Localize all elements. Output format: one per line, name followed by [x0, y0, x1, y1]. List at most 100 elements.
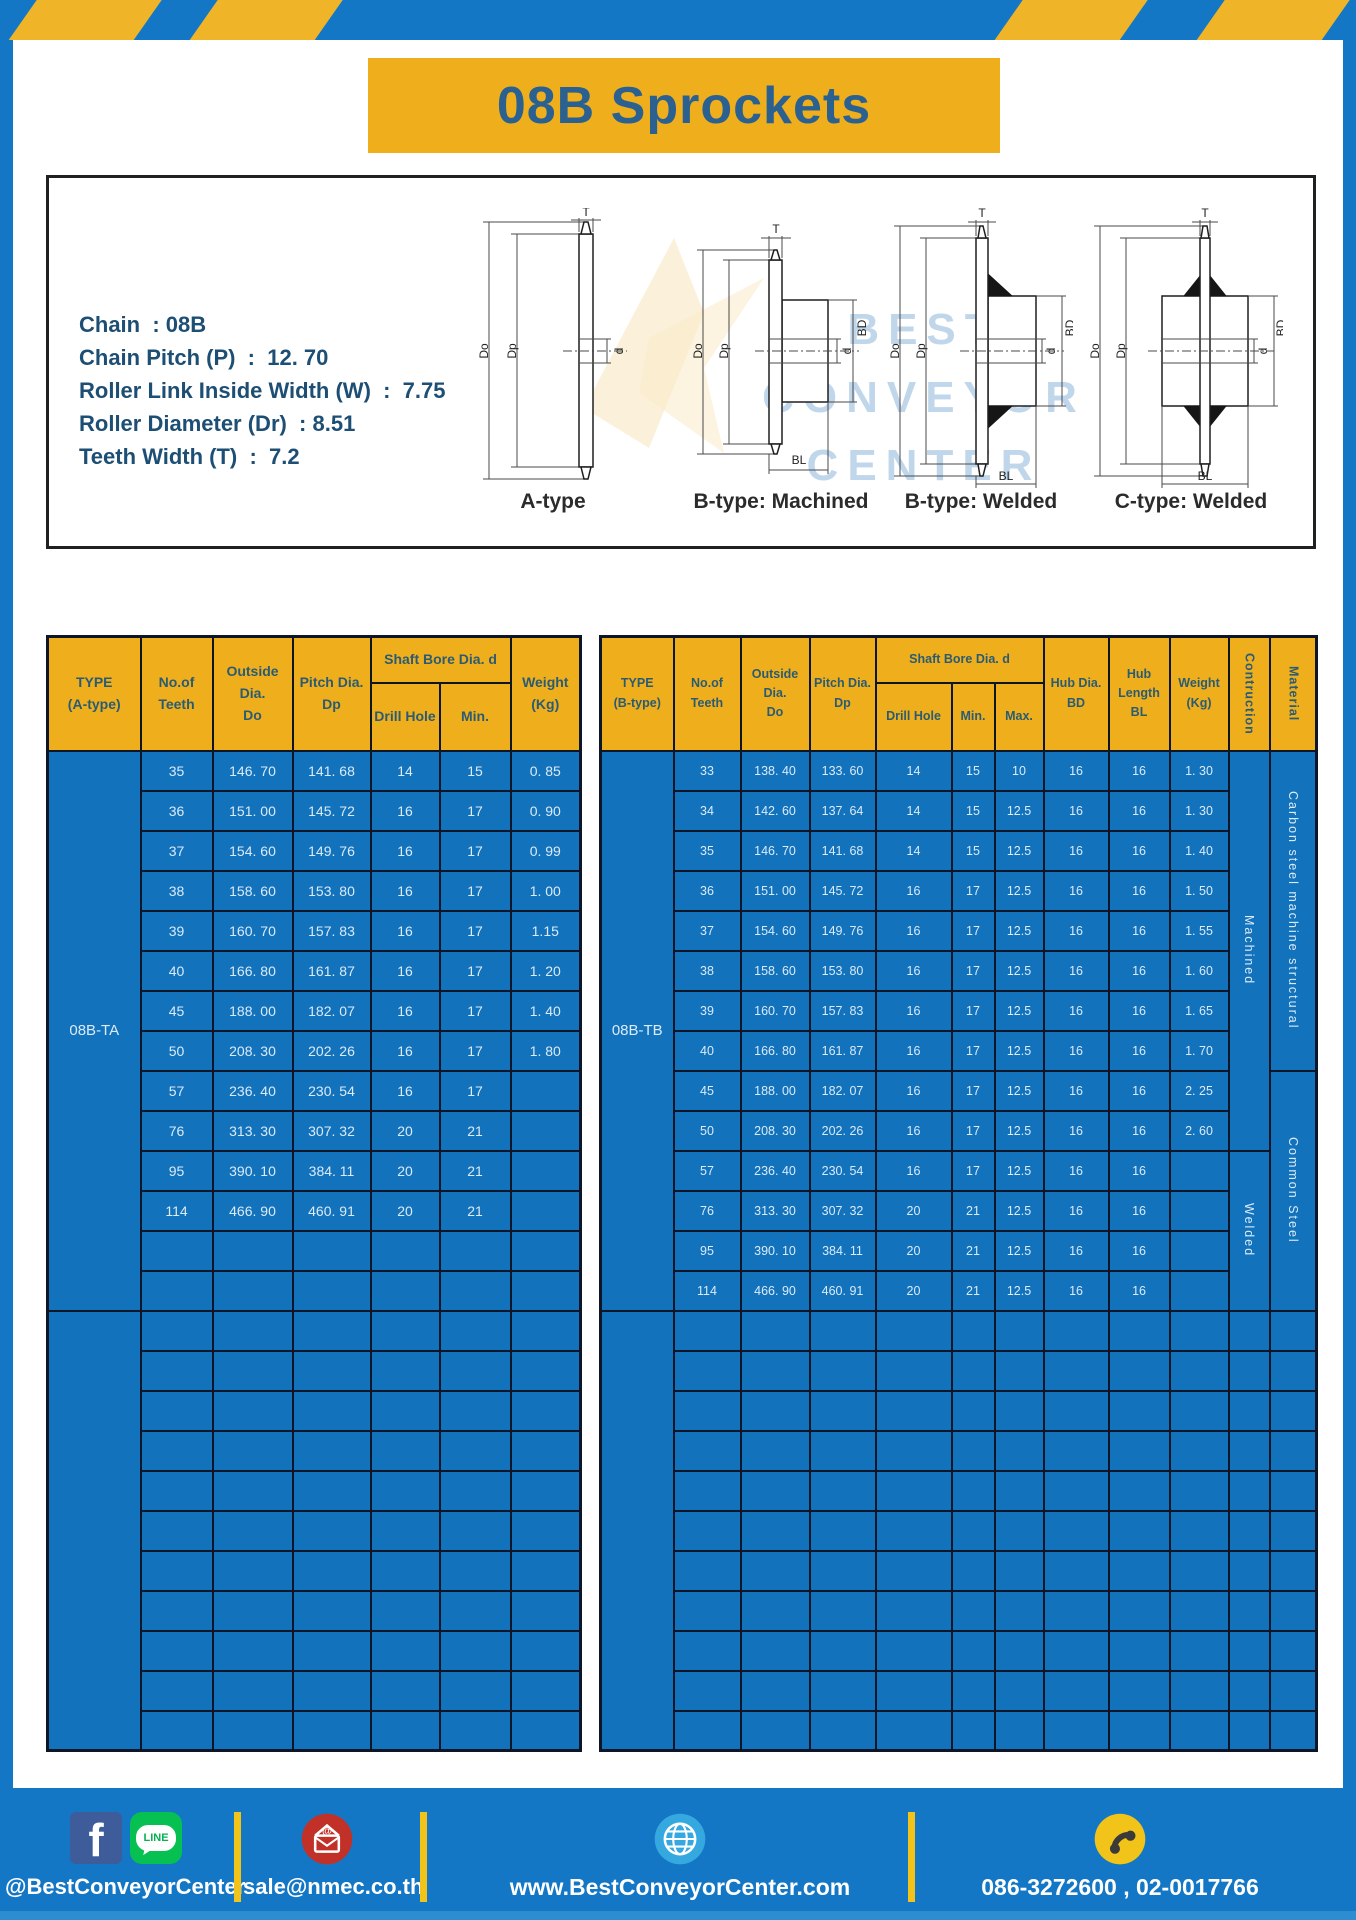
column-header-drill-hole: Drill Hole — [369, 681, 441, 752]
cell — [1107, 1349, 1171, 1392]
cell — [672, 1669, 742, 1712]
cell: 151. 00 — [739, 869, 811, 912]
cell — [808, 1669, 877, 1712]
spec-line: Roller Link Inside Width (W) : 7.75 — [79, 378, 446, 403]
cell — [1107, 1549, 1171, 1592]
cell: 15 — [950, 749, 996, 792]
cell: 39 — [139, 909, 214, 952]
cell: 57 — [139, 1069, 214, 1112]
cell: 236. 40 — [739, 1149, 811, 1192]
cell — [874, 1469, 953, 1512]
cell — [139, 1389, 214, 1432]
cell — [369, 1429, 441, 1472]
empty-table-row — [48, 1429, 582, 1472]
cell — [438, 1229, 512, 1272]
cell: 466. 90 — [211, 1189, 294, 1232]
cell — [1107, 1309, 1171, 1352]
footer-divider — [234, 1812, 241, 1902]
column-header-construction: Contruction — [1227, 635, 1271, 752]
cell — [1168, 1189, 1230, 1232]
cell: 16 — [1107, 1149, 1171, 1192]
cell — [291, 1469, 372, 1512]
cell — [1168, 1669, 1230, 1712]
cell: 1. 20 — [509, 949, 582, 992]
cell — [1168, 1509, 1230, 1552]
column-header-min: Min. — [950, 681, 996, 752]
table-row: 35 146. 70 141. 68 14 15 12.5 16 16 1. 40 — [601, 829, 1317, 872]
table-row: 45 188. 00 182. 07 16 17 1. 40 — [48, 989, 582, 1032]
social-handle: @BestConveyorCenter — [5, 1874, 246, 1899]
cell — [139, 1269, 214, 1312]
column-header-shaft-bore: Shaft Bore Dia. d — [369, 635, 512, 684]
cell: 34 — [672, 789, 742, 832]
cell — [211, 1429, 294, 1472]
cell — [874, 1629, 953, 1672]
cell: 16 — [1107, 1189, 1171, 1232]
cell — [1268, 1589, 1318, 1632]
empty-table-row — [601, 1469, 1318, 1512]
cell — [291, 1589, 372, 1632]
svg-text:d: d — [612, 348, 626, 355]
cell — [509, 1669, 582, 1712]
cell — [1227, 1709, 1271, 1752]
cell — [509, 1309, 582, 1352]
cell: 16 — [1042, 749, 1110, 792]
cell — [808, 1709, 877, 1752]
empty-table-row — [48, 1629, 582, 1672]
cell — [1042, 1549, 1110, 1592]
cell — [808, 1429, 877, 1472]
cell: 16 — [369, 1069, 441, 1112]
phone-text: 086-3272600 , 02-0017766 — [981, 1874, 1259, 1900]
facebook-letter: f — [88, 1814, 104, 1866]
empty-table-row — [46, 1309, 582, 1752]
cell — [211, 1309, 294, 1352]
cell: 1. 65 — [1168, 989, 1230, 1032]
cell — [291, 1709, 372, 1752]
line-label: LINE — [143, 1832, 169, 1844]
decorative-stripe — [1192, 0, 1353, 40]
cell: 390. 10 — [739, 1229, 811, 1272]
cell — [509, 1429, 582, 1472]
cell: 14 — [874, 749, 953, 792]
cell: 39 — [672, 989, 742, 1032]
cell — [509, 1709, 582, 1752]
column-header-pitch-dia: Pitch Dia. Dp — [808, 635, 877, 752]
cell — [438, 1549, 512, 1592]
cell: 14 — [369, 749, 441, 792]
cell: 12.5 — [993, 1189, 1045, 1232]
table-row: 76 313. 30 307. 32 20 21 12.5 16 16 — [601, 1189, 1317, 1232]
email-icon: @ — [300, 1812, 354, 1871]
cell — [291, 1349, 372, 1392]
cell — [291, 1309, 372, 1352]
cell: 17 — [950, 909, 996, 952]
svg-text:BD: BD — [1274, 319, 1283, 336]
cell — [139, 1429, 214, 1472]
column-header-weight: Weight (Kg) — [509, 635, 582, 752]
empty-table-row — [48, 1549, 582, 1592]
cell — [211, 1669, 294, 1712]
column-header-pitch-dia: Pitch Dia. Dp — [291, 635, 372, 752]
cell — [438, 1429, 512, 1472]
cell — [672, 1509, 742, 1552]
type-cell — [599, 1309, 675, 1752]
cell: 188. 00 — [739, 1069, 811, 1112]
table-row: 50 208. 30 202. 26 16 17 1. 80 — [48, 1029, 582, 1072]
cell — [672, 1389, 742, 1432]
cell — [993, 1549, 1045, 1592]
cell — [672, 1349, 742, 1392]
cell — [509, 1149, 582, 1192]
cell: 16 — [1042, 989, 1110, 1032]
cell: 313. 30 — [739, 1189, 811, 1232]
cell: 166. 80 — [211, 949, 294, 992]
cell — [739, 1469, 811, 1512]
cell — [950, 1429, 996, 1472]
cell — [1268, 1709, 1318, 1752]
cell: 236. 40 — [211, 1069, 294, 1112]
cell — [1227, 1429, 1271, 1472]
cell: 202. 26 — [808, 1109, 877, 1152]
cell: 17 — [950, 869, 996, 912]
cell — [993, 1349, 1045, 1392]
table-row: 40 166. 80 161. 87 16 17 12.5 16 16 1. 70 — [601, 1029, 1317, 1072]
cell: 16 — [369, 789, 441, 832]
cell — [950, 1309, 996, 1352]
